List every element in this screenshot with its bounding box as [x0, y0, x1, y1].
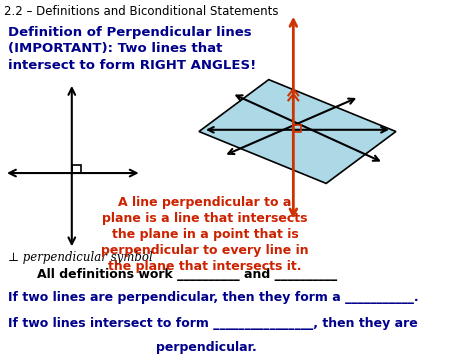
Text: If two lines are perpendicular, then they form a ___________.: If two lines are perpendicular, then the…: [8, 291, 432, 304]
Text: All definitions work __________ and __________: All definitions work __________ and ____…: [37, 268, 337, 281]
Polygon shape: [199, 80, 396, 184]
Text: Definition of Perpendicular lines
(IMPORTANT): Two lines that
intersect to form : Definition of Perpendicular lines (IMPOR…: [8, 26, 256, 72]
Text: perpendicular.: perpendicular.: [156, 341, 256, 354]
Text: ⊥ perpendicular symbol: ⊥ perpendicular symbol: [8, 251, 153, 264]
Text: A line perpendicular to a
plane is a line that intersects
the plane in a point t: A line perpendicular to a plane is a lin…: [101, 196, 309, 273]
Text: 2.2 – Definitions and Biconditional Statements: 2.2 – Definitions and Biconditional Stat…: [4, 5, 279, 18]
Text: If two lines intersect to form ________________, then they are: If two lines intersect to form _________…: [8, 317, 418, 330]
Bar: [293, 125, 301, 131]
Bar: [72, 165, 81, 173]
